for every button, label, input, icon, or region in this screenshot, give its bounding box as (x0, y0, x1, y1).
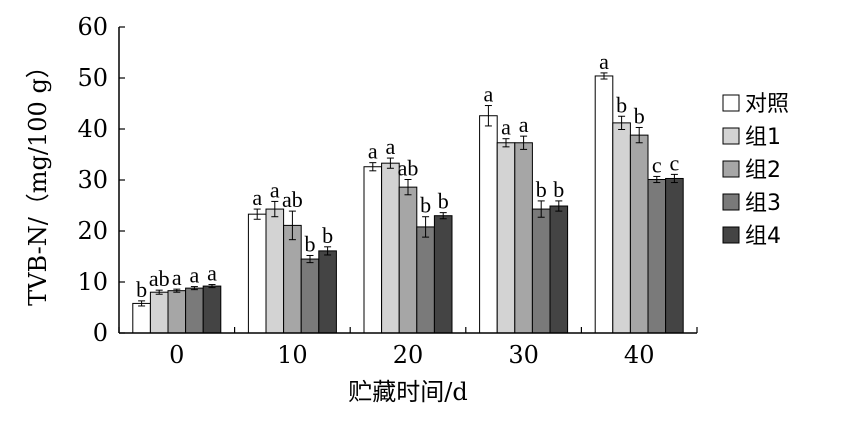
significance-label: a (368, 139, 378, 164)
bar (433, 215, 453, 334)
significance-label: b (322, 223, 333, 248)
legend-swatch (722, 127, 740, 145)
significance-label: ab (398, 155, 419, 180)
legend-label: 组3 (745, 191, 781, 216)
bar (283, 224, 302, 334)
significance-label: b (420, 193, 431, 218)
significance-label: b (634, 103, 645, 128)
axes: 0 10 20 30 40 50 60 0 10 20 30 40 (77, 13, 698, 369)
legend-swatch (722, 193, 740, 211)
legend-swatch (722, 160, 740, 178)
bar (665, 177, 684, 334)
significance-label: b (305, 231, 316, 256)
y-tick-label: 0 (93, 319, 108, 347)
y-tick-label: 50 (77, 64, 108, 92)
significance-label: c (670, 150, 680, 175)
y-axis-title: TVB-N/（mg/100 g） (24, 54, 52, 306)
significance-label: a (207, 261, 217, 286)
bar (202, 285, 222, 334)
x-tick-label: 30 (508, 341, 539, 369)
bar (629, 134, 649, 334)
bar (132, 302, 151, 334)
y-tick-label: 30 (77, 166, 108, 194)
bar (318, 250, 337, 334)
bar (185, 287, 204, 334)
significance-label: a (190, 263, 200, 288)
x-tick-label: 10 (277, 341, 308, 369)
bar (149, 291, 169, 334)
y-tick-label: 20 (77, 217, 108, 245)
bar (265, 208, 285, 334)
significance-label: a (599, 49, 609, 74)
legend-label: 对照 (745, 92, 789, 117)
bar (647, 178, 667, 334)
legend-swatch (722, 226, 740, 244)
bar (479, 115, 498, 334)
y-tick-label: 40 (77, 115, 108, 143)
significance-label: ab (149, 266, 170, 291)
significance-label: a (172, 265, 182, 290)
legend-label: 组4 (745, 224, 781, 249)
significance-label: a (386, 134, 396, 159)
significance-label: a (484, 82, 494, 107)
significance-label: c (652, 152, 662, 177)
significance-label: b (553, 177, 564, 202)
legend-swatch (722, 94, 740, 112)
legend-label: 组2 (745, 158, 781, 183)
x-tick-label: 0 (169, 341, 184, 369)
bar (167, 290, 187, 334)
significance-label: a (270, 177, 280, 202)
x-tick-label: 40 (624, 341, 655, 369)
bar (300, 258, 320, 334)
bar (514, 142, 533, 334)
bar (363, 166, 383, 334)
y-tick-label: 10 (77, 268, 108, 296)
significance-label: b (438, 189, 449, 214)
x-tick-label: 20 (393, 341, 424, 369)
significance-label: b (616, 92, 627, 117)
bar (398, 186, 418, 334)
bar (549, 205, 569, 334)
legend-label: 组1 (745, 125, 781, 150)
significance-label: a (501, 115, 511, 140)
bar (531, 208, 551, 334)
significance-label: b (536, 177, 547, 202)
bar (416, 226, 435, 334)
bar (381, 162, 400, 334)
significance-label: ab (282, 187, 303, 212)
bar (594, 75, 614, 334)
significance-label: a (519, 112, 529, 137)
significance-label: a (252, 185, 262, 210)
x-axis-title: 贮藏时间/d (348, 378, 467, 406)
bar (247, 213, 267, 334)
bar (496, 142, 516, 334)
bar (612, 122, 631, 334)
y-tick-label: 60 (77, 13, 108, 41)
significance-label: b (136, 277, 147, 302)
